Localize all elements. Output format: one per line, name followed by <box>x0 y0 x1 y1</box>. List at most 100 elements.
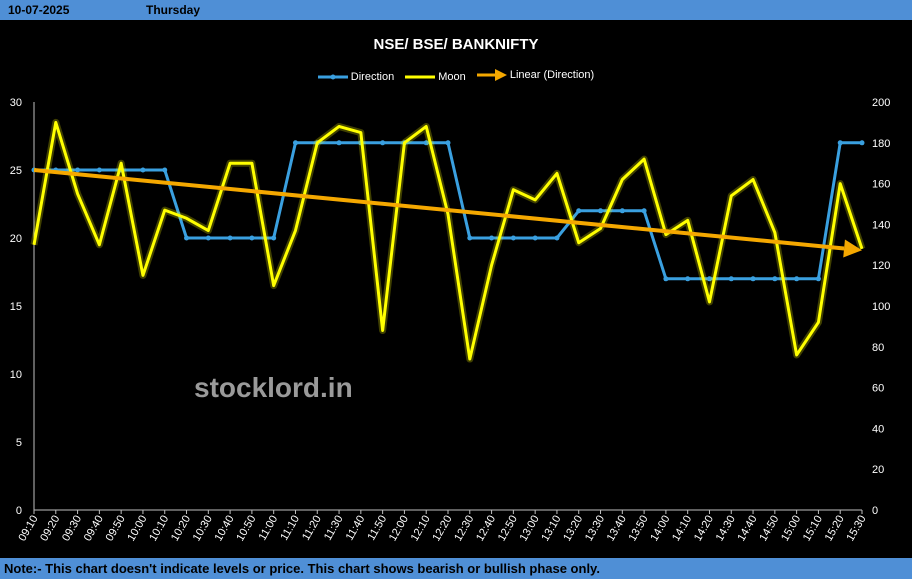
chart-title: NSE/ BSE/ BANKNIFTY <box>373 36 539 53</box>
series-direction-point <box>162 167 168 173</box>
y-right-tick-label: 60 <box>872 383 884 395</box>
x-tick-label: 12:20 <box>430 514 454 544</box>
x-tick-label: 10:30 <box>191 514 215 544</box>
x-tick-label: 11:40 <box>344 514 368 543</box>
x-tick-label: 15:20 <box>823 514 847 544</box>
series-direction-point <box>554 235 560 241</box>
series-direction-point <box>184 235 190 241</box>
x-tick-label: 11:50 <box>365 514 389 543</box>
series-direction-point <box>663 276 669 282</box>
note-text: Note:- This chart doesn't indicate level… <box>4 561 600 576</box>
x-tick-label: 12:30 <box>452 514 476 544</box>
legend-direction-swatch <box>317 74 348 80</box>
y-left-tick-label: 20 <box>10 233 22 245</box>
y-left-tick-label: 5 <box>16 437 22 449</box>
series-direction-point <box>140 167 146 173</box>
legend-moon-label: Moon <box>438 71 466 83</box>
series-direction-point <box>510 235 516 241</box>
y-right-tick-label: 140 <box>872 219 890 231</box>
series-direction-point <box>467 235 473 241</box>
series-moon-line <box>32 120 864 361</box>
series-direction-point <box>96 167 102 173</box>
x-tick-label: 10:40 <box>213 514 237 544</box>
x-tick-label: 09:10 <box>16 514 40 544</box>
x-tick-label: 12:00 <box>387 514 411 544</box>
series-direction-point <box>641 208 647 214</box>
x-tick-label: 12:10 <box>409 514 433 544</box>
legend-linear-swatch <box>476 69 507 81</box>
chart-svg: 0 5 10 15 20 25 30 0 20 40 60 80 100 120 140 160 180 200 0… <box>10 97 891 544</box>
y-left-tick-label: 25 <box>10 165 22 177</box>
x-tick-label: 14:10 <box>670 514 694 544</box>
legend: Direction Moon Linear (Direction) <box>0 68 912 85</box>
x-tick-label: 13:10 <box>539 514 563 544</box>
legend-moon-swatch <box>405 75 436 79</box>
y-left-tick-label: 30 <box>10 97 22 109</box>
y-right-tick-label: 80 <box>872 342 884 354</box>
series-direction-point <box>685 276 691 282</box>
legend-direction: Direction <box>317 71 394 83</box>
x-tick-label: 14:20 <box>692 514 716 544</box>
series-direction-point <box>619 208 625 214</box>
series-linear-trend-line <box>33 168 845 251</box>
x-tick-label: 15:30 <box>844 514 868 544</box>
x-tick-label: 09:40 <box>82 514 106 544</box>
y-right-tick-label: 40 <box>872 423 884 435</box>
series-direction-point <box>728 276 734 282</box>
x-tick-label: 15:00 <box>779 514 803 544</box>
y-right-tick-label: 180 <box>872 138 890 150</box>
x-tick-label: 13:50 <box>627 514 651 544</box>
x-tick-label: 10:20 <box>169 514 193 544</box>
series-direction-point <box>205 235 211 241</box>
y-right-tick-label: 160 <box>872 179 890 191</box>
x-tick-label: 14:50 <box>757 514 781 544</box>
y-right-tick-label: 120 <box>872 260 890 272</box>
series-direction-point <box>598 208 604 214</box>
series-moon-glow <box>30 118 866 363</box>
series-direction-point <box>532 235 538 241</box>
x-tick-label: 09:20 <box>38 514 62 544</box>
x-tick-label: 12:50 <box>496 514 520 544</box>
watermark: stocklord.in <box>194 372 353 403</box>
day-label: Thursday <box>146 3 201 17</box>
x-tick-label: 13:30 <box>583 514 607 544</box>
x-tick-label: 14:40 <box>735 514 759 544</box>
legend-linear-label: Linear (Direction) <box>509 69 595 81</box>
y-right-tick-label: 100 <box>872 301 890 313</box>
series-direction-point <box>380 140 386 146</box>
x-tick-label: 09:50 <box>104 514 128 544</box>
series-direction-point <box>423 140 429 146</box>
x-tick-label: 10:50 <box>234 514 258 544</box>
series-direction-point <box>75 167 81 173</box>
series-direction-point <box>837 140 843 146</box>
series-direction-point <box>336 140 342 146</box>
x-tick-label: 12:40 <box>474 514 498 544</box>
series-direction-point <box>859 140 865 146</box>
series-direction-point <box>445 140 451 146</box>
series-linear-trend-arrowhead <box>843 239 862 258</box>
x-tick-label: 15:10 <box>801 514 825 544</box>
y-right-tick-label: 20 <box>872 464 884 476</box>
x-tick-label: 11:00 <box>257 514 281 543</box>
series-direction-point <box>249 235 255 241</box>
y-right-tick-label: 200 <box>872 97 890 109</box>
x-tick-label: 14:30 <box>714 514 738 544</box>
series-direction-point <box>750 276 756 282</box>
x-tick-label: 13:40 <box>605 514 629 544</box>
header-bar: 10-07-2025 Thursday <box>0 0 912 20</box>
series-direction-point <box>227 235 233 241</box>
series-direction-point <box>292 140 298 146</box>
x-tick-label: 13:20 <box>561 514 585 544</box>
series-direction-point <box>706 276 712 282</box>
y-left-tick-label: 15 <box>10 301 22 313</box>
series-direction-point <box>815 276 821 282</box>
date-label: 10-07-2025 <box>8 3 70 17</box>
legend-moon: Moon <box>405 71 466 83</box>
x-tick-label: 10:00 <box>125 514 149 544</box>
x-tick-label: 11:30 <box>322 514 346 543</box>
x-tick-label: 09:30 <box>60 514 84 544</box>
legend-linear: Linear (Direction) <box>476 68 595 82</box>
x-tick-label: 11:20 <box>300 514 324 543</box>
x-tick-label: 10:10 <box>147 514 171 544</box>
x-tick-label: 13:00 <box>518 514 542 544</box>
